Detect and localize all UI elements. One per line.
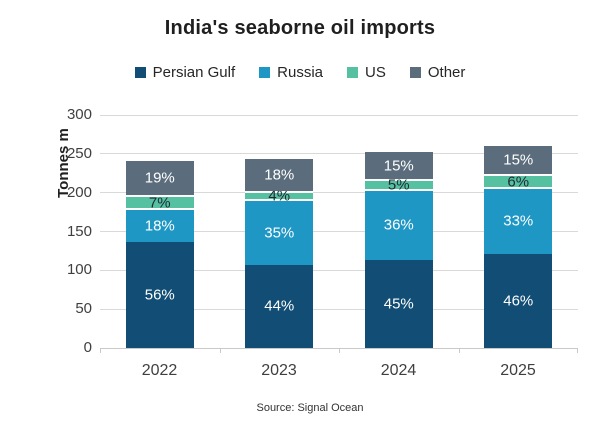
legend: Persian Gulf Russia US Other bbox=[0, 64, 600, 81]
legend-label: US bbox=[365, 64, 386, 81]
gridline-150 bbox=[100, 231, 578, 232]
legend-label: Other bbox=[427, 64, 466, 81]
legend-label: Russia bbox=[277, 64, 324, 81]
bar-segment-2022-russia bbox=[125, 208, 194, 243]
legend-item-persian-gulf: Persian Gulf bbox=[134, 64, 236, 81]
legend-item-other: Other bbox=[409, 64, 466, 81]
y-tick-label: 0 bbox=[83, 339, 92, 356]
segment-label: 35% bbox=[264, 224, 295, 242]
bar-segment-2022-other bbox=[125, 159, 194, 196]
gridline-50 bbox=[100, 308, 578, 310]
plot-area: 0 50 100 150 200 250 300 56% 18% 7% 19% 2022 44% 35% 4… bbox=[67, 106, 578, 379]
bar-segment-2023-persian-gulf bbox=[245, 264, 314, 348]
segment-label: 6% bbox=[507, 173, 530, 190]
y-tick-label: 50 bbox=[75, 300, 92, 318]
x-tick-label-2023: 2023 bbox=[261, 362, 297, 379]
bar-segment-2025-other bbox=[484, 143, 553, 175]
segment-label: 5% bbox=[387, 176, 410, 194]
bar-segment-2022-persian-gulf bbox=[125, 242, 194, 348]
bar-segment-2025-russia bbox=[484, 186, 553, 255]
gridline-100 bbox=[100, 269, 578, 271]
x-axis-tick bbox=[458, 348, 460, 353]
legend-swatch-icon bbox=[409, 67, 421, 78]
x-tick-label-2024: 2024 bbox=[380, 362, 417, 379]
x-axis-tick bbox=[219, 348, 221, 353]
bar-segment-2023-russia bbox=[245, 198, 314, 265]
segment-label: 46% bbox=[503, 292, 534, 310]
bar-segment-2023-us bbox=[245, 190, 314, 199]
segment-label: 7% bbox=[148, 194, 171, 212]
bar-segment-2025-persian-gulf bbox=[484, 254, 553, 348]
legend-swatch-icon bbox=[259, 67, 271, 78]
gridline-300 bbox=[100, 114, 578, 116]
segment-label: 15% bbox=[383, 157, 414, 175]
y-tick-label: 150 bbox=[66, 222, 92, 240]
segment-label: 19% bbox=[144, 169, 175, 187]
legend-item-russia: Russia bbox=[259, 64, 323, 81]
gridline-250 bbox=[100, 153, 578, 155]
legend-swatch-icon bbox=[134, 67, 146, 78]
chart-title: India's seaborne oil imports bbox=[164, 17, 436, 39]
x-tick-label-2025: 2025 bbox=[500, 362, 536, 379]
x-axis-tick bbox=[339, 348, 340, 353]
segment-label: 18% bbox=[144, 217, 175, 235]
segment-label: 18% bbox=[264, 166, 295, 184]
y-tick-label: 300 bbox=[66, 106, 92, 123]
y-tick-label: 200 bbox=[66, 183, 92, 201]
bar-segment-2024-other bbox=[364, 149, 433, 180]
legend-item-us: US bbox=[347, 64, 386, 81]
x-axis-tick bbox=[100, 348, 101, 353]
bar-segment-2025-us bbox=[484, 174, 553, 187]
segment-label: 33% bbox=[503, 212, 534, 230]
x-axis-tick bbox=[577, 348, 578, 353]
bar-segment-2022-us bbox=[125, 195, 194, 209]
segment-label: 36% bbox=[383, 216, 414, 234]
source-note: Source: Signal Ocean bbox=[256, 402, 364, 414]
bar-segment-2024-russia bbox=[364, 189, 433, 260]
segment-label: 4% bbox=[268, 187, 291, 205]
x-tick-label-2022: 2022 bbox=[141, 362, 178, 379]
gridline-200 bbox=[100, 192, 578, 194]
bar-segment-2024-persian-gulf bbox=[364, 259, 433, 348]
segment-label: 56% bbox=[144, 286, 175, 304]
segment-label: 15% bbox=[503, 151, 534, 169]
bar-segment-2024-us bbox=[364, 179, 433, 190]
legend-label: Persian Gulf bbox=[152, 64, 236, 81]
y-tick-label: 250 bbox=[66, 144, 92, 162]
y-tick-label: 100 bbox=[66, 261, 92, 279]
segment-label: 44% bbox=[264, 297, 295, 315]
segment-label: 45% bbox=[383, 295, 414, 313]
legend-swatch-icon bbox=[347, 67, 359, 78]
bar-segment-2023-other bbox=[245, 156, 314, 191]
